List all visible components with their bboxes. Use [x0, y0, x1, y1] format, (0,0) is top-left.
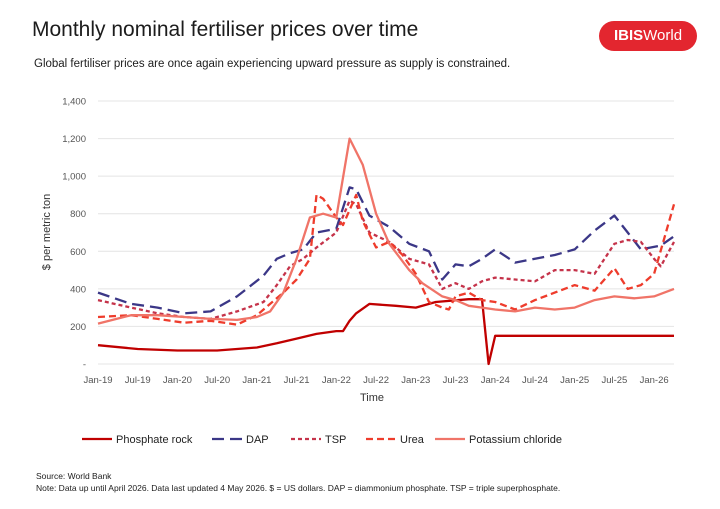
y-tick-label: 1,000: [62, 172, 86, 183]
series-line-urea: [97, 193, 676, 326]
x-tick-label: Jul-19: [125, 375, 151, 386]
x-tick-label: Jul-23: [443, 375, 469, 386]
x-tick-label: Jan-24: [481, 375, 510, 386]
x-tick-label: Jan-25: [560, 375, 589, 386]
x-tick-label: Jan-22: [322, 375, 351, 386]
chart-subtitle: Global fertiliser prices are once again …: [34, 58, 511, 70]
x-tick-label: Jul-22: [363, 375, 389, 386]
x-axis-ticks: Jan-19 Jul-19 Jan-20 Jul-20 Jan-21 Jul-21 Jan-…: [83, 375, 668, 386]
y-tick-label: 200: [70, 322, 86, 333]
y-tick-label: 1,200: [62, 134, 86, 145]
series-lines: [97, 137, 676, 366]
y-tick-label: 800: [70, 209, 86, 220]
y-tick-label: 600: [70, 247, 86, 258]
y-tick-label: 400: [70, 284, 86, 295]
y-axis-title: $ per metric ton: [41, 194, 53, 270]
logo-light-text: World: [643, 27, 683, 44]
x-axis-title: Time: [360, 392, 384, 404]
source-note: Source: World Bank: [36, 471, 112, 481]
legend-label: Potassium chloride: [469, 434, 562, 446]
series-line-dap: [97, 186, 675, 315]
logo-bold-text: IBIS: [613, 27, 644, 44]
x-tick-label: Jan-23: [401, 375, 430, 386]
x-tick-label: Jul-24: [522, 375, 548, 386]
y-tick-label: 1,400: [62, 97, 86, 108]
x-tick-label: Jul-25: [601, 375, 627, 386]
series-line-phosphate-rock: [97, 298, 674, 366]
chart-title: Monthly nominal fertiliser prices over t…: [32, 18, 419, 41]
data-note: Note: Data up until April 2026. Data las…: [36, 483, 561, 493]
legend: Phosphate rock DAP TSP Urea Potassium chlori…: [82, 434, 562, 446]
legend-label: Phosphate rock: [116, 434, 193, 446]
x-tick-label: Jan-21: [242, 375, 271, 386]
y-axis-ticks: - 200 400 600 800 1,000 1,200 1,400: [62, 97, 86, 371]
series-line-tsp: [97, 199, 676, 321]
y-tick-label: -: [83, 360, 86, 371]
legend-label: TSP: [325, 434, 346, 446]
x-tick-label: Jan-26: [640, 375, 669, 386]
ibisworld-logo: IBISWorld: [599, 21, 697, 51]
footer: Source: World Bank Note: Data up until A…: [36, 470, 596, 494]
x-tick-label: Jan-19: [83, 375, 112, 386]
line-chart: - 200 400 600 800 1,000 1,200 1,400 Jan-19 Jul-1…: [41, 97, 676, 446]
legend-label: DAP: [246, 434, 269, 446]
legend-label: Urea: [400, 434, 425, 446]
x-tick-label: Jul-20: [204, 375, 230, 386]
x-tick-label: Jul-21: [284, 375, 310, 386]
x-tick-label: Jan-20: [163, 375, 192, 386]
gridlines: [98, 100, 674, 365]
series-line-potassium-chloride: [97, 137, 675, 325]
